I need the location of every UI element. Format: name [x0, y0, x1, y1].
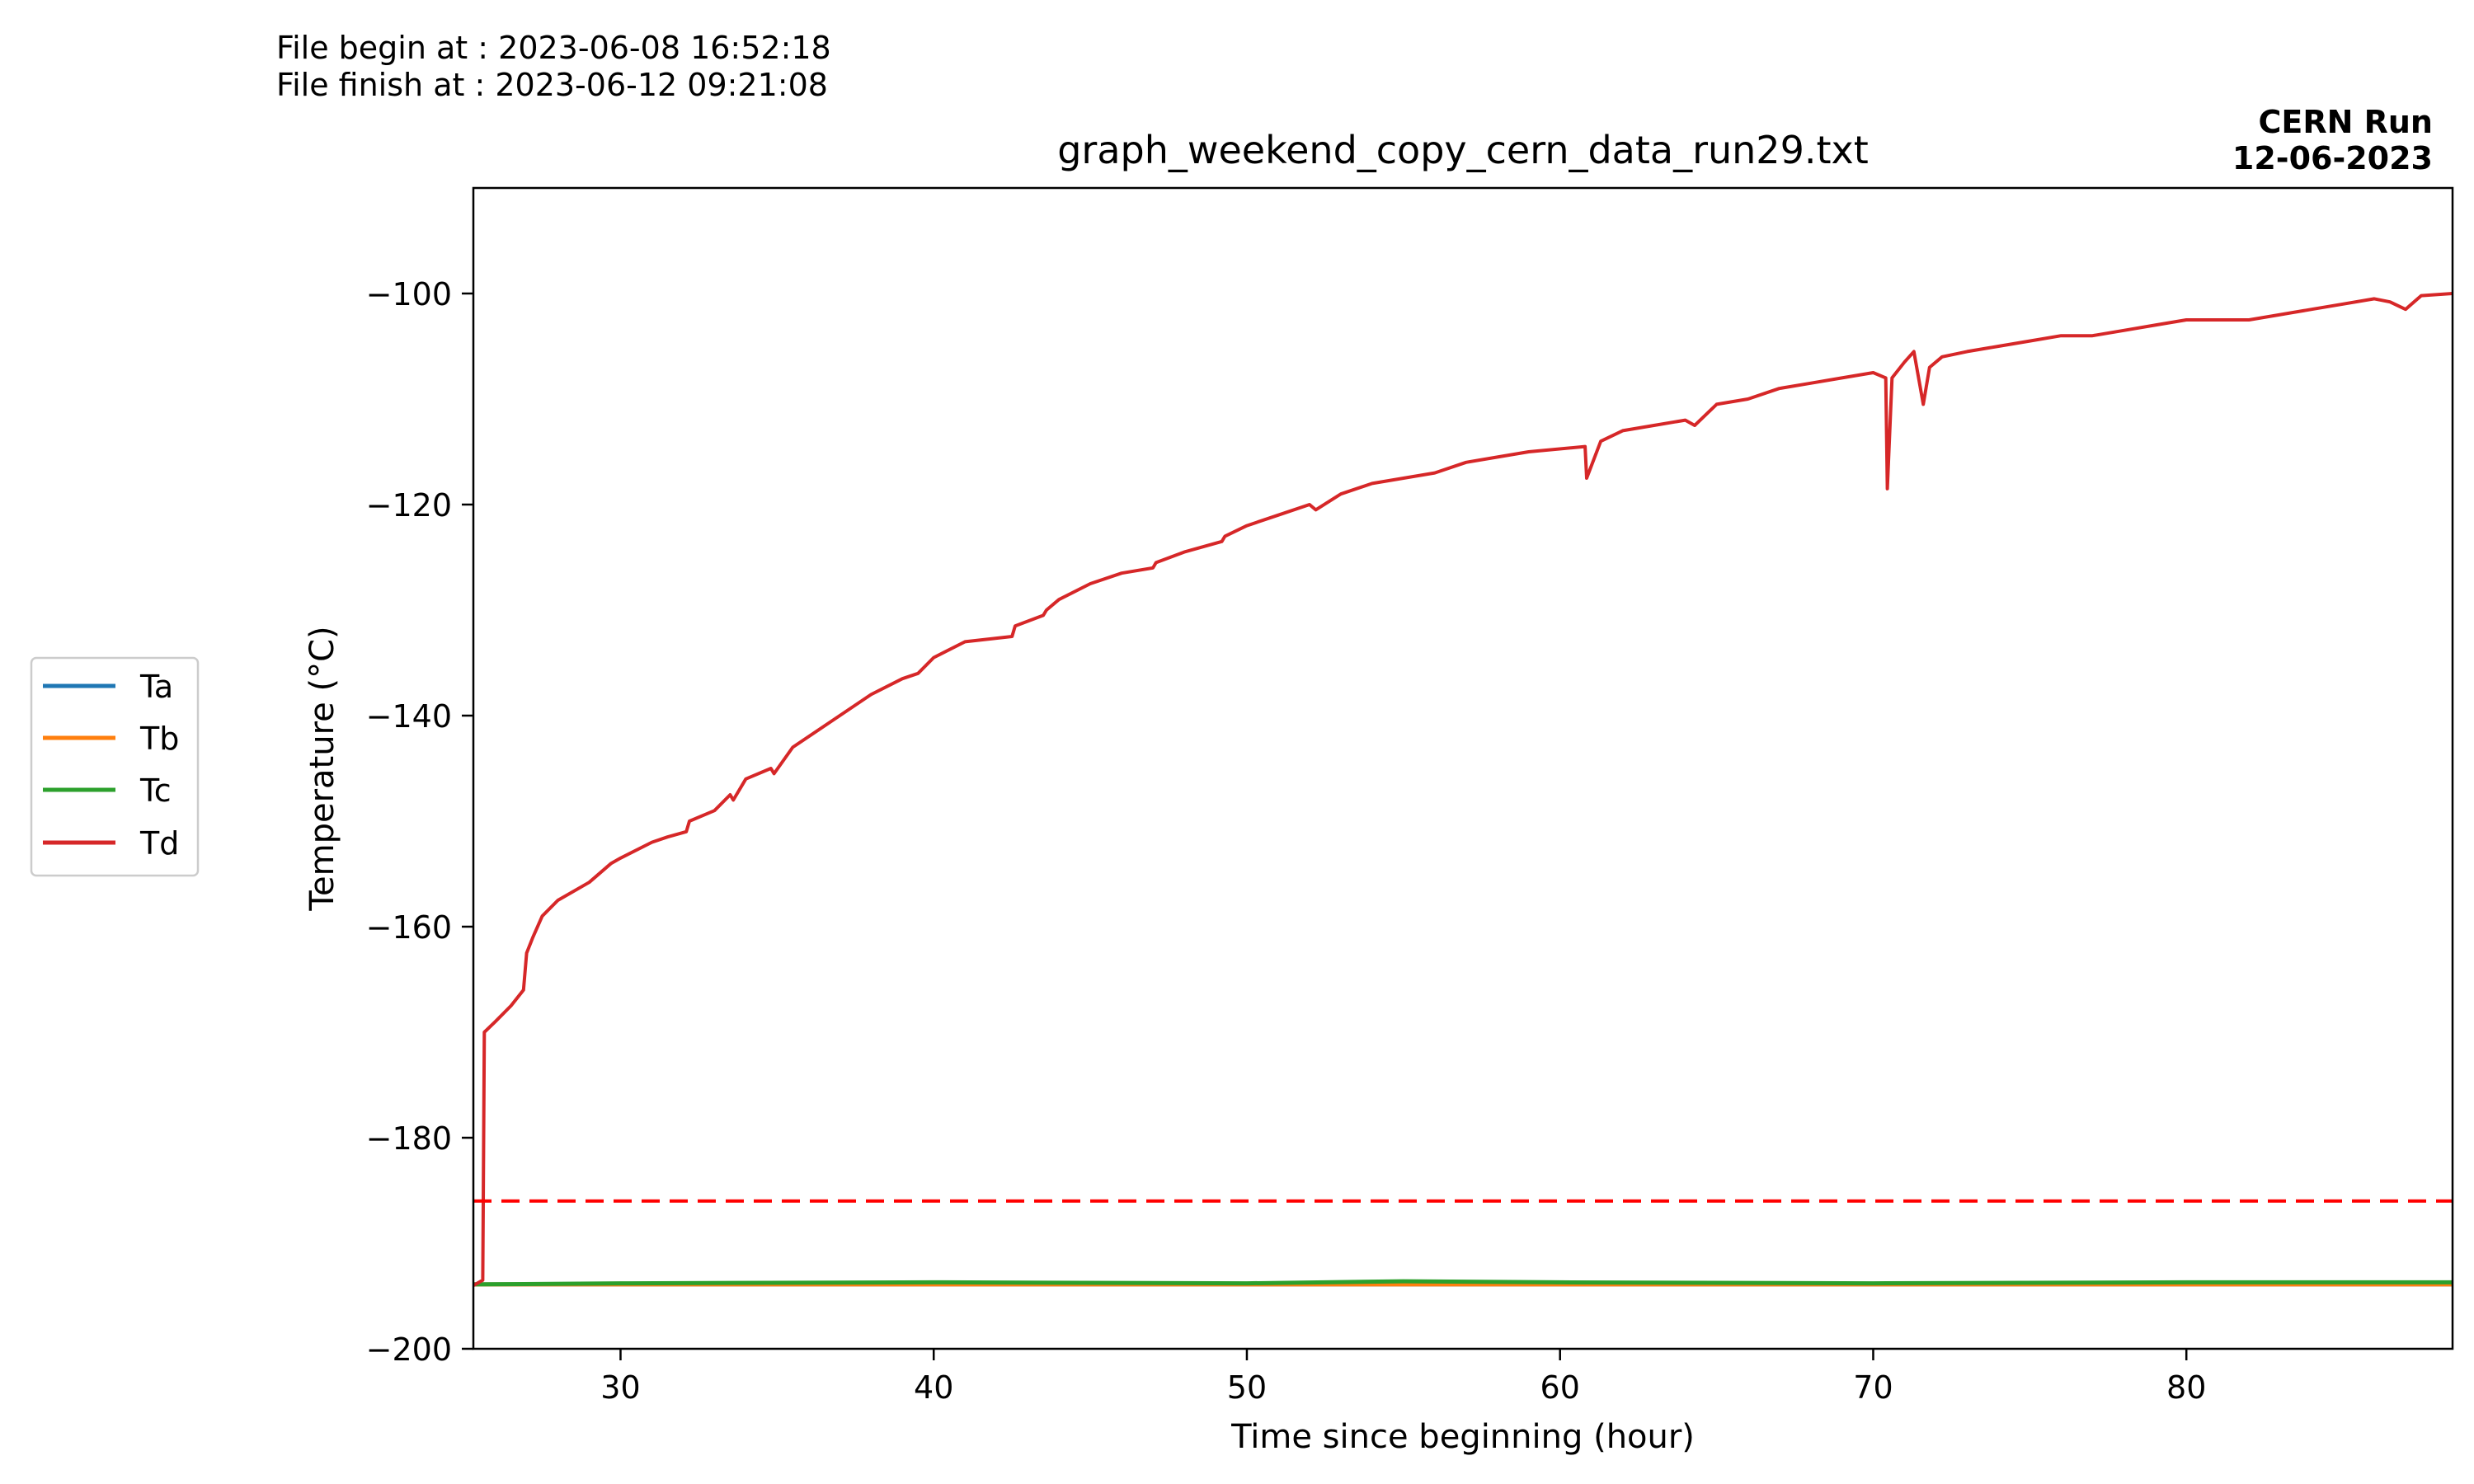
- chart-title: graph_weekend_copy_cern_data_run29.txt: [1057, 128, 1869, 172]
- series-tc-line: [473, 1279, 2453, 1287]
- y-axis-label: Temperature (°C): [303, 626, 341, 911]
- y-tick-label: −160: [366, 909, 452, 946]
- y-tick-label: −180: [366, 1120, 452, 1157]
- x-axis-label: Time since beginning (hour): [1230, 1418, 1695, 1456]
- series-layer: [473, 292, 2453, 1287]
- y-tick-label: −200: [366, 1331, 452, 1368]
- x-tick-label: 80: [2166, 1369, 2206, 1406]
- x-tick-label: 70: [1853, 1369, 1893, 1406]
- x-tick-label: 40: [914, 1369, 953, 1406]
- x-tick-label: 50: [1227, 1369, 1267, 1406]
- legend-label-tc: Tc: [139, 773, 172, 809]
- file-begin-text: File begin at : 2023-06-08 16:52:18: [276, 30, 831, 66]
- legend-label-td: Td: [139, 825, 179, 862]
- legend-box: [30, 656, 200, 877]
- file-finish-text: File finish at : 2023-06-12 09:21:08: [276, 67, 828, 103]
- y-tick-label: −100: [366, 276, 452, 312]
- legend-label-ta: Ta: [139, 669, 173, 705]
- legend-label-tb: Tb: [139, 721, 179, 757]
- run-stamp-name: CERN Run: [2258, 104, 2433, 140]
- legend: Ta Tb Tc Td: [30, 656, 200, 877]
- plot-frame: [472, 186, 2454, 1350]
- tick-layer: 30 40 50 60 70 80 −200 −180 −160 −140 −120 −100: [366, 276, 2207, 1406]
- x-tick-label: 60: [1540, 1369, 1580, 1406]
- x-tick-label: 30: [600, 1369, 640, 1406]
- y-tick-label: −120: [366, 487, 452, 524]
- y-tick-label: −140: [366, 698, 452, 735]
- series-td-line: [473, 292, 2453, 1287]
- run-stamp-date: 12-06-2023: [2232, 140, 2433, 176]
- run-stamp: CERN Run 12-06-2023: [2232, 104, 2433, 176]
